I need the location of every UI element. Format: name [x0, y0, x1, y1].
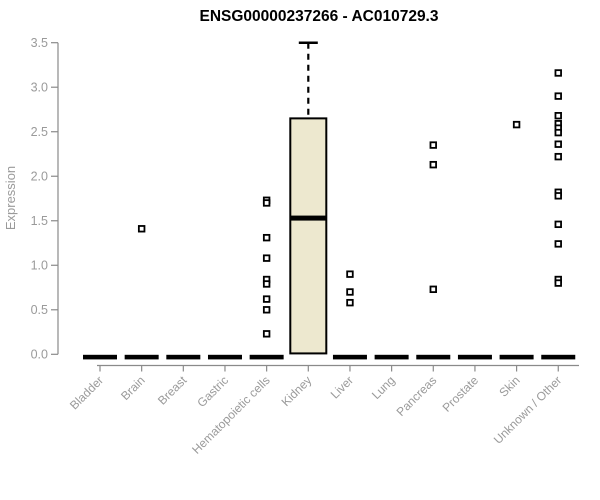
outlier-point-pancreas — [429, 160, 437, 169]
x-tick-label: Hematopoietic cells — [189, 373, 272, 456]
box-skin — [499, 354, 534, 360]
outlier-point-pancreas — [429, 285, 437, 294]
box-pancreas — [416, 354, 451, 360]
outlier-point-hematopoietic-cells — [262, 199, 271, 207]
outlier-point-unknown-other — [554, 69, 562, 77]
outlier-point-brain — [137, 225, 146, 233]
y-axis-title: Expression — [3, 166, 18, 230]
outlier-point-hematopoietic-cells — [262, 233, 271, 242]
box-kidney — [289, 117, 328, 355]
x-tick-label: Liver — [328, 373, 356, 401]
box-unknown-other — [541, 354, 576, 360]
outlier-point-hematopoietic-cells — [262, 295, 271, 303]
outlier-point-unknown-other — [554, 112, 562, 120]
y-tick-label: 0.0 — [31, 348, 48, 362]
y-tick-label: 2.5 — [31, 125, 48, 139]
box-lung — [374, 354, 409, 360]
marks-layer — [83, 41, 576, 360]
box-liver — [332, 354, 367, 360]
box-brain — [124, 354, 159, 360]
outlier-point-unknown-other — [554, 92, 562, 100]
outlier-point-unknown-other — [554, 128, 562, 137]
outlier-point-pancreas — [429, 141, 437, 149]
y-tick-label: 3.0 — [31, 81, 48, 95]
median-kidney — [290, 215, 327, 221]
box-breast — [166, 354, 201, 360]
outlier-point-liver — [346, 298, 354, 307]
y-tick-label: 1.5 — [31, 214, 48, 228]
chart-title: ENSG00000237266 - AC010729.3 — [200, 8, 439, 25]
box-gastric — [207, 354, 242, 360]
box-hematopoietic-cells — [249, 354, 284, 360]
outlier-point-unknown-other — [554, 279, 562, 287]
x-tick-label: Pancreas — [394, 373, 440, 419]
x-tick-label: Gastric — [194, 373, 231, 410]
x-tick-label: Prostate — [440, 373, 482, 415]
outlier-point-hematopoietic-cells — [262, 306, 271, 314]
outlier-point-unknown-other — [554, 220, 562, 229]
x-tick-label: Brain — [118, 373, 148, 403]
outlier-point-liver — [346, 270, 354, 278]
y-tick-label: 3.5 — [31, 36, 48, 50]
y-tick-label: 1.0 — [31, 259, 48, 273]
outlier-point-unknown-other — [554, 152, 562, 161]
outlier-point-unknown-other — [554, 140, 562, 148]
outlier-point-unknown-other — [554, 240, 562, 248]
outlier-point-unknown-other — [554, 192, 562, 200]
x-tick-label: Lung — [369, 373, 398, 402]
outlier-point-hematopoietic-cells — [262, 280, 271, 288]
y-tick-label: 0.5 — [31, 303, 48, 317]
x-tick-label: Skin — [496, 373, 522, 399]
outlier-point-skin — [512, 120, 521, 129]
outlier-point-hematopoietic-cells — [262, 254, 271, 262]
box-bladder — [83, 354, 117, 360]
x-tick-label: Kidney — [279, 373, 315, 409]
outlier-point-hematopoietic-cells — [262, 330, 271, 338]
outlier-point-liver — [346, 288, 354, 296]
y-tick-label: 2.0 — [31, 170, 48, 184]
x-tick-label: Breast — [155, 373, 190, 408]
box-prostate — [457, 354, 492, 360]
x-tick-label: Bladder — [67, 373, 106, 412]
